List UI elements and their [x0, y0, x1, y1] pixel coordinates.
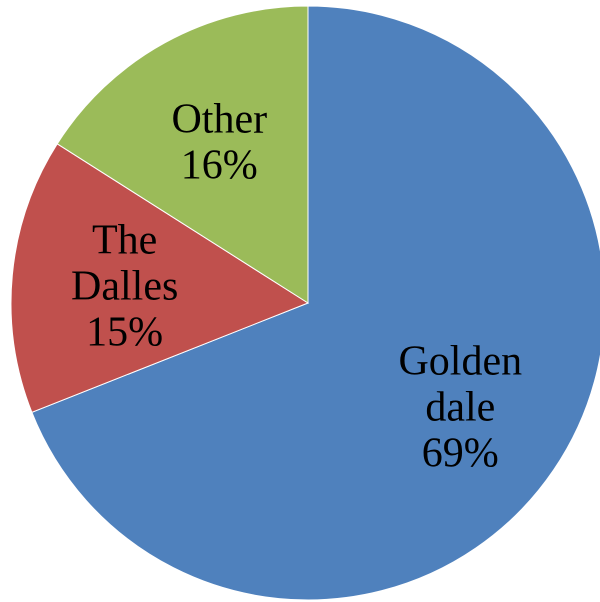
pie-label-name: Golden: [398, 339, 522, 385]
pie-label-the-dalles: The Dalles 15%: [71, 218, 178, 356]
pie-label-name: The: [92, 218, 157, 264]
pie-slice-golden-dale: [31, 5, 600, 601]
pie-label-percent: 15%: [86, 310, 163, 356]
pie-slices: [10, 5, 600, 601]
pie-label-percent: 69%: [422, 431, 499, 477]
pie-labels: Golden dale 69% The Dalles 15% Other 16%: [71, 97, 522, 477]
pie-slice-the-dalles: [10, 143, 310, 413]
pie-label-other: Other 16%: [171, 97, 267, 189]
pie-label-percent: 16%: [181, 143, 258, 189]
pie-slice-other: [56, 5, 309, 304]
pie-label-golden-dale: Golden dale 69%: [398, 339, 522, 477]
pie-label-name: Dalles: [71, 264, 178, 310]
pie-label-name: Other: [171, 97, 267, 143]
pie-label-name: dale: [425, 385, 495, 431]
